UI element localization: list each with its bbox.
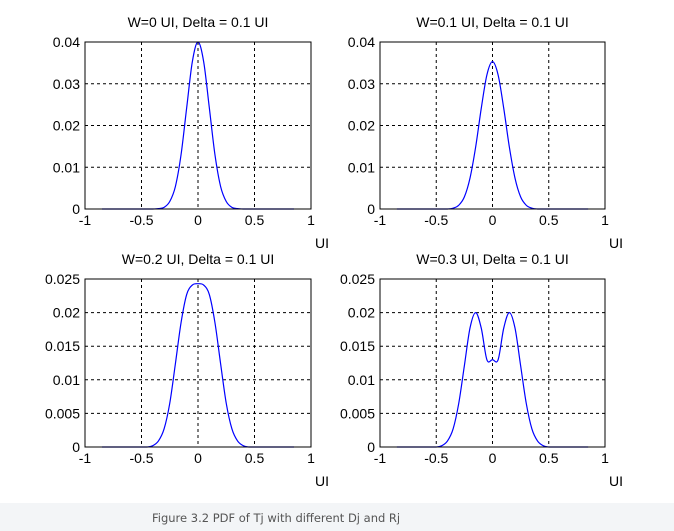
y-tick-label: 0.01 (53, 159, 80, 175)
y-tick-label: 0.02 (53, 118, 80, 134)
y-tick-label: 0.02 (348, 118, 375, 134)
x-tick-label: 0 (194, 450, 202, 466)
x-axis-label: UI (315, 473, 329, 489)
x-tick-label: -0.5 (424, 212, 448, 228)
axes-box (379, 41, 606, 210)
x-tick-label: 1 (601, 212, 609, 228)
x-tick-label: -0.5 (424, 450, 448, 466)
figure: -1 -0.5 0 0.5 1 0 0.01 0.02 0.03 0.04 W=0 UI, Delt… (45, 14, 623, 489)
y-tick-label: 0.04 (53, 34, 80, 50)
y-tick-label: 0.015 (340, 338, 375, 354)
subplot-title: W=0 UI, Delta = 0.1 UI (128, 14, 269, 30)
x-axis-label: UI (609, 235, 623, 251)
x-tick-label: 0.5 (539, 212, 559, 228)
y-tick-label: 0.01 (348, 372, 375, 388)
y-tick-label: 0 (72, 439, 80, 455)
x-tick-label: 0 (489, 450, 497, 466)
caption-bar: Figure 3.2 PDF of Tj with different Dj a… (0, 503, 674, 531)
subplot-title: W=0.2 UI, Delta = 0.1 UI (122, 251, 275, 267)
y-tick-label: 0.03 (53, 76, 80, 92)
y-tick-label: 0.04 (348, 34, 375, 50)
y-tick-label: 0.01 (53, 372, 80, 388)
x-tick-label: -1 (374, 212, 387, 228)
x-tick-label: 0.5 (245, 450, 265, 466)
x-tick-label: -0.5 (129, 450, 153, 466)
y-tick-label: 0 (367, 201, 375, 217)
x-tick-label: 0 (489, 212, 497, 228)
x-tick-label: -1 (79, 212, 92, 228)
figure-caption: Figure 3.2 PDF of Tj with different Dj a… (152, 511, 401, 525)
subplot-2: -1 -0.5 0 0.5 1 0 0.01 0.02 0.03 0.04 W=0.1 UI, De… (348, 14, 623, 251)
y-tick-label: 0.015 (45, 338, 80, 354)
subplot-title: W=0.1 UI, Delta = 0.1 UI (416, 14, 569, 30)
y-tick-label: 0 (72, 201, 80, 217)
subplot-3: -1 -0.5 0 0.5 1 0 0.005 0.01 0.015 0.02 0.025 W=0.2… (45, 251, 329, 489)
x-tick-label: 0.5 (245, 212, 265, 228)
y-tick-label: 0 (367, 439, 375, 455)
subplot-title: W=0.3 UI, Delta = 0.1 UI (416, 251, 569, 267)
y-tick-label: 0.03 (348, 76, 375, 92)
y-tick-label: 0.01 (348, 159, 375, 175)
x-tick-label: 1 (601, 450, 609, 466)
y-tick-label: 0.025 (340, 271, 375, 287)
axes-box (84, 41, 312, 210)
subplot-1: -1 -0.5 0 0.5 1 0 0.01 0.02 0.03 0.04 W=0 UI, Delt… (53, 14, 329, 251)
y-tick-label: 0.02 (53, 305, 80, 321)
x-tick-label: -0.5 (129, 212, 153, 228)
axes-box (379, 278, 606, 448)
x-tick-label: 0 (194, 212, 202, 228)
y-tick-label: 0.025 (45, 271, 80, 287)
x-tick-label: 0.5 (539, 450, 559, 466)
subplot-4: -1 -0.5 0 0.5 1 0 0.005 0.01 0.015 0.02 0.025 W=0.3… (340, 251, 623, 489)
y-tick-label: 0.005 (340, 405, 375, 421)
x-tick-label: -1 (374, 450, 387, 466)
y-tick-label: 0.02 (348, 305, 375, 321)
y-tick-label: 0.005 (45, 405, 80, 421)
x-axis-label: UI (609, 473, 623, 489)
x-axis-label: UI (315, 235, 329, 251)
axes-box (84, 278, 312, 448)
x-tick-label: -1 (79, 450, 92, 466)
x-tick-label: 1 (307, 212, 315, 228)
x-tick-label: 1 (307, 450, 315, 466)
